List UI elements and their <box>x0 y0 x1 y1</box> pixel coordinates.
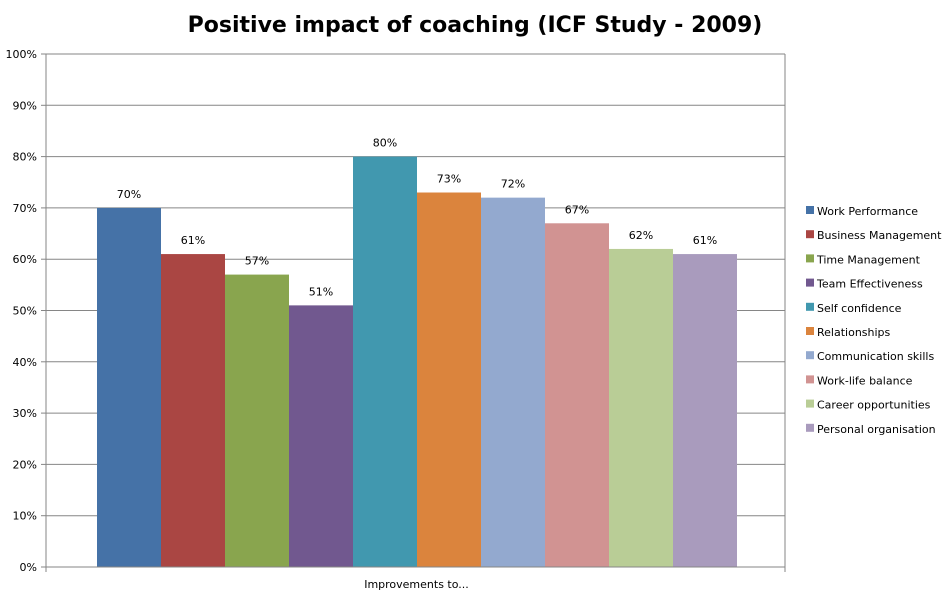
y-tick-label: 70% <box>13 202 37 215</box>
chart-title: Positive impact of coaching (ICF Study -… <box>188 13 763 38</box>
data-label: 70% <box>117 188 141 201</box>
bar-10 <box>673 254 737 567</box>
legend-label: Relationships <box>817 326 891 339</box>
legend: Work Performance Business Management Time … <box>806 205 942 436</box>
legend-swatch <box>806 327 814 335</box>
data-label: 61% <box>181 234 205 247</box>
y-tick-label: 10% <box>13 510 37 523</box>
legend-swatch <box>806 206 814 214</box>
legend-item: Business Management <box>806 229 942 242</box>
legend-item: Personal organisation <box>806 423 936 436</box>
legend-swatch <box>806 302 814 311</box>
bars <box>97 156 737 568</box>
legend-swatch <box>806 254 814 263</box>
data-label: 61% <box>693 234 717 247</box>
legend-item: Career opportunities <box>806 399 931 412</box>
y-tick-label: 100% <box>6 48 37 61</box>
legend-swatch <box>806 230 814 239</box>
data-label: 67% <box>565 203 589 216</box>
legend-item: Self confidence <box>806 302 902 315</box>
bar-4 <box>289 305 353 567</box>
legend-label: Business Management <box>817 229 942 242</box>
data-labels: 70% 61% 57% 51% 80% 73% 72% 67% 62% 61% <box>117 137 717 299</box>
legend-swatch <box>806 423 814 432</box>
bar-5 <box>353 156 417 567</box>
y-tick-label: 0% <box>20 561 37 574</box>
data-label: 80% <box>373 137 397 150</box>
legend-label: Self confidence <box>817 302 902 315</box>
bar-9 <box>609 248 673 567</box>
bar-6 <box>417 192 481 567</box>
y-tick-label: 40% <box>13 356 37 369</box>
bar-3 <box>225 274 289 567</box>
legend-swatch <box>806 278 814 287</box>
y-tick-label: 80% <box>13 151 37 164</box>
legend-swatch <box>806 399 814 408</box>
legend-item: Relationships <box>806 326 891 339</box>
legend-label: Career opportunities <box>817 399 931 412</box>
legend-item: Team Effectiveness <box>806 278 923 291</box>
data-label: 72% <box>501 178 525 191</box>
data-label: 51% <box>309 285 333 298</box>
data-label: 73% <box>437 173 461 186</box>
bar-8 <box>545 223 609 568</box>
legend-item: Communication skills <box>806 350 934 363</box>
bar-2 <box>161 254 225 567</box>
legend-label: Communication skills <box>817 350 934 363</box>
legend-item: Work-life balance <box>806 374 913 387</box>
y-axis-ticks: 0% 10% 20% 30% 40% 50% 60% 70% 80% 90% 100% <box>6 48 46 574</box>
y-tick-label: 50% <box>13 305 37 318</box>
x-category-label: Improvements to... <box>364 578 469 591</box>
data-label: 57% <box>245 255 269 268</box>
legend-swatch <box>806 375 814 384</box>
legend-label: Team Effectiveness <box>816 278 923 291</box>
bar-1 <box>97 207 161 567</box>
y-tick-label: 20% <box>13 458 37 471</box>
legend-swatch <box>806 351 814 360</box>
legend-label: Work-life balance <box>817 374 913 387</box>
legend-label: Personal organisation <box>817 423 936 436</box>
legend-item: Time Management <box>806 253 921 266</box>
legend-label: Work Performance <box>817 205 918 218</box>
y-tick-label: 60% <box>13 253 37 266</box>
y-tick-label: 90% <box>13 99 37 112</box>
data-label: 62% <box>629 229 653 242</box>
y-tick-label: 30% <box>13 407 37 420</box>
bar-7 <box>481 197 545 567</box>
legend-item: Work Performance <box>806 205 918 218</box>
axes <box>45 54 786 572</box>
legend-label: Time Management <box>816 253 921 266</box>
